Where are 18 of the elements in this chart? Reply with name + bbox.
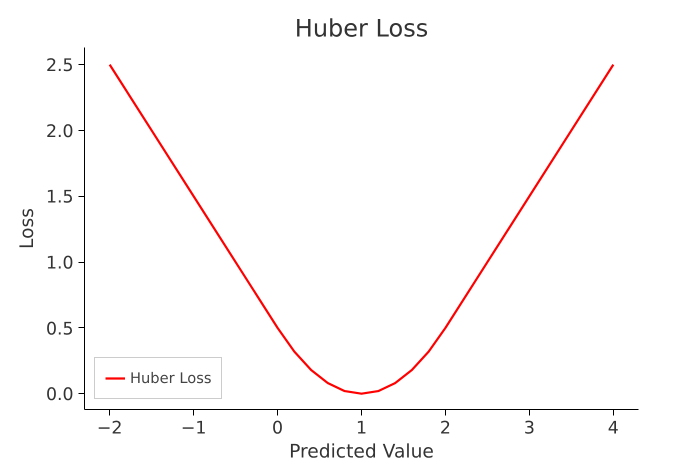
x-tick-label: 1 [356, 418, 368, 438]
y-tick-label: 1.0 [46, 254, 74, 274]
y-tick-label: 2.5 [46, 56, 74, 76]
y-tick-label: 0.5 [46, 319, 74, 340]
line-series [108, 64, 614, 395]
chart-title: Huber Loss [294, 14, 428, 42]
x-tick-label: −2 [96, 418, 122, 438]
x-tick-label: 4 [608, 418, 619, 438]
y-tick-label: 1.5 [46, 188, 74, 208]
x-tick-label: 2 [440, 418, 451, 438]
y-tick-label: 0.0 [46, 385, 74, 406]
legend-label: Huber Loss [130, 370, 212, 386]
x-tick-label: −1 [180, 418, 206, 438]
x-axis-title: Predicted Value [289, 442, 434, 462]
y-tick-label: 2.0 [46, 122, 74, 142]
y-axis-title: Loss [16, 208, 38, 249]
x-tick-label: 0 [272, 418, 284, 438]
x-tick-label: 3 [524, 418, 535, 438]
